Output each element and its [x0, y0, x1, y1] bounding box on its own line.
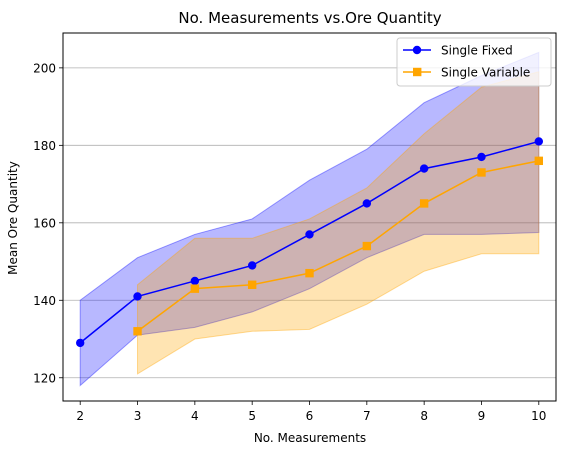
data-point	[190, 284, 200, 293]
legend-marker	[413, 67, 422, 77]
data-point	[534, 156, 544, 166]
chart-title: No. Measurements vs.Ore Quantity	[178, 9, 441, 27]
data-point	[305, 230, 314, 239]
data-point	[362, 199, 372, 208]
data-point	[362, 241, 372, 251]
x-tick-label: 2	[76, 409, 84, 423]
y-tick-label: 180	[33, 139, 56, 153]
y-tick-label: 120	[33, 371, 56, 385]
data-point	[190, 276, 200, 286]
legend-marker	[412, 45, 422, 55]
x-tick-label: 4	[191, 409, 199, 423]
series-markers	[75, 137, 544, 348]
series-line-1	[137, 160, 539, 332]
data-point	[419, 199, 429, 208]
data-point	[247, 261, 257, 270]
x-tick-label: 8	[420, 409, 428, 423]
x-axis-label: No. Measurements	[254, 431, 366, 445]
x-tick-label: 5	[248, 409, 256, 423]
series-band-0	[79, 51, 540, 387]
x-tick-label: 6	[306, 409, 314, 423]
x-tick-label: 10	[531, 409, 546, 423]
axis-ticks: 120 140 160 180 200 2 3 4 5 6 7 8 9 10	[33, 61, 546, 423]
y-tick-label: 140	[33, 294, 56, 308]
x-tick-label: 9	[478, 409, 486, 423]
legend-box	[396, 37, 552, 87]
legend-label: Single Fixed	[441, 44, 513, 58]
data-point	[477, 152, 486, 162]
data-point	[305, 268, 314, 278]
x-tick-label: 3	[134, 409, 142, 423]
y-tick-label: 160	[33, 216, 56, 230]
legend: Single Fixed Single Variable	[396, 37, 552, 87]
data-point	[133, 327, 142, 336]
confidence-bands	[79, 51, 540, 387]
data-point	[534, 137, 544, 146]
y-tick-label: 200	[33, 61, 56, 75]
data-point	[133, 292, 142, 301]
grid-lines	[63, 67, 556, 379]
data-point	[419, 164, 429, 173]
data-point	[247, 280, 257, 289]
data-point	[75, 338, 85, 348]
series-band-1	[137, 71, 540, 375]
data-point	[477, 168, 486, 177]
x-tick-label: 7	[363, 409, 371, 423]
y-axis-label: Mean Ore Quantity	[6, 161, 20, 275]
legend-label: Single Variable	[441, 66, 530, 80]
